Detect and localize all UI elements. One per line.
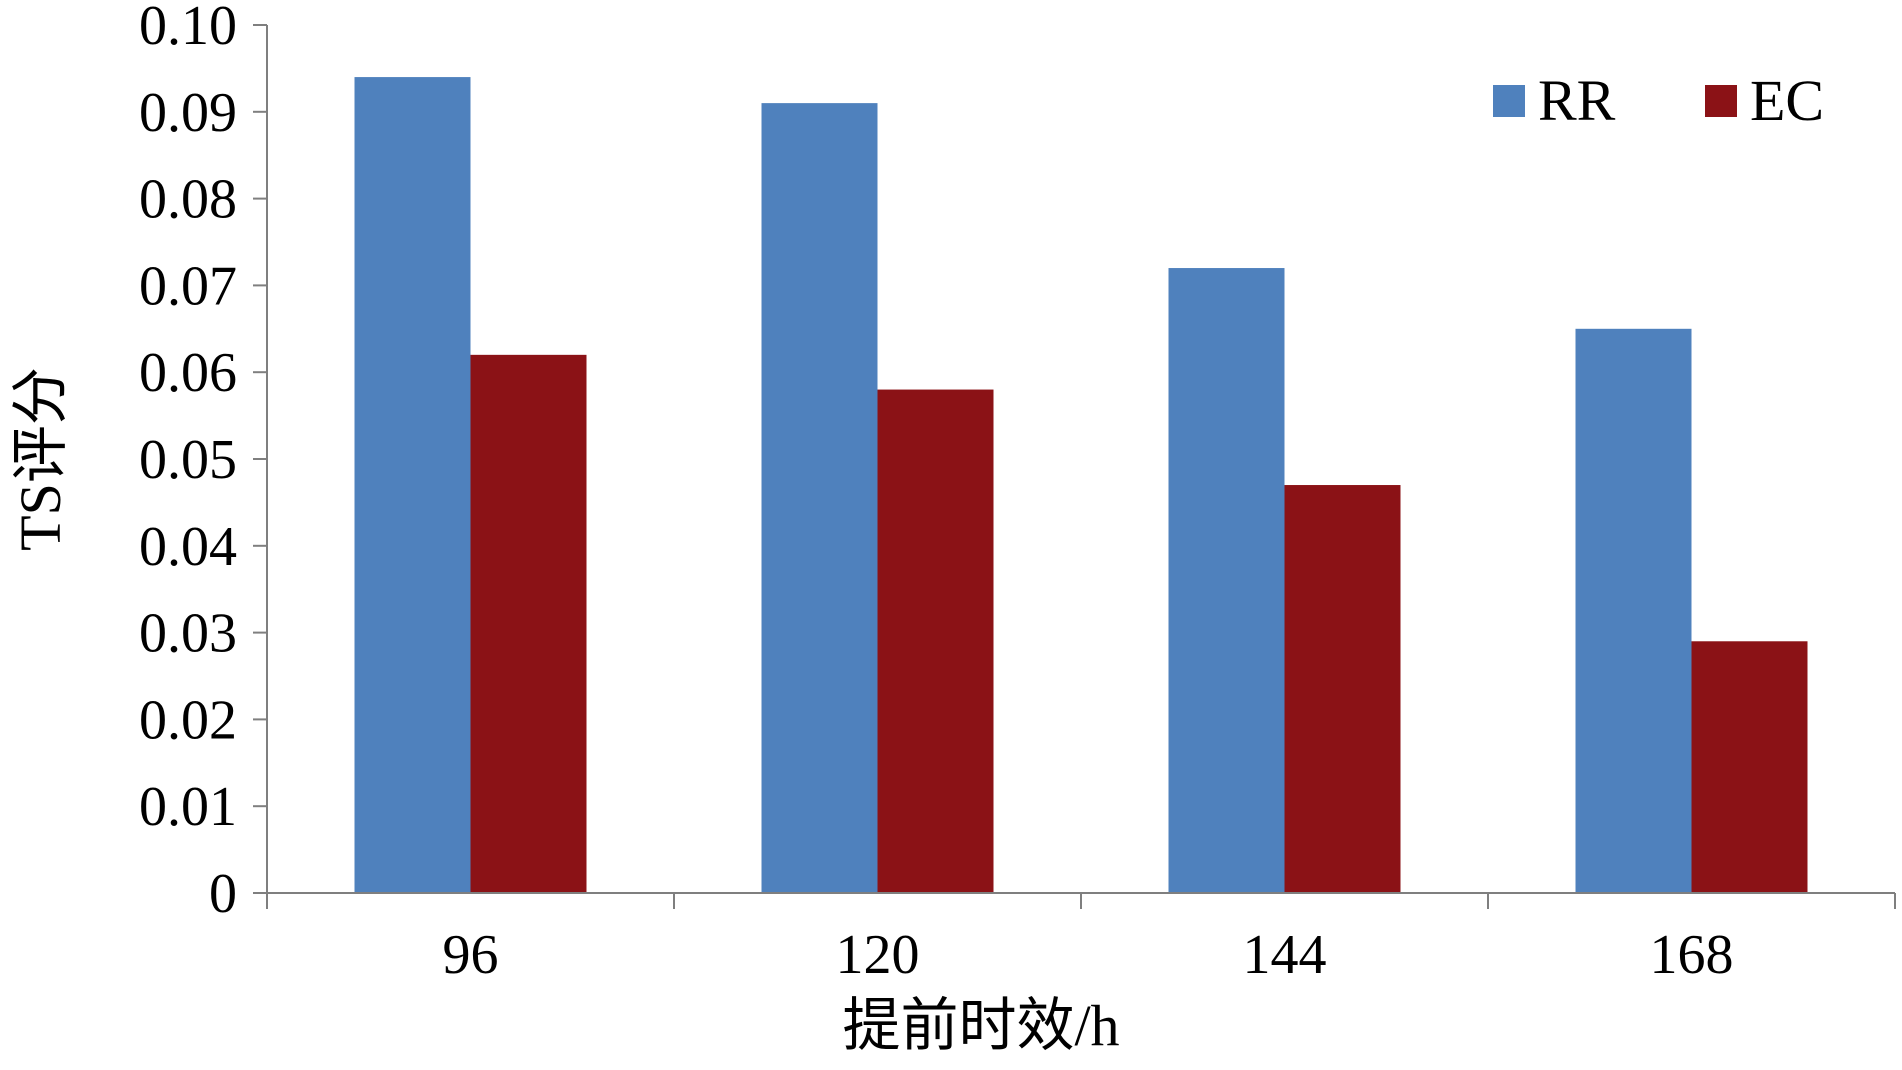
- y-tick-label: 0.01: [139, 776, 237, 838]
- bar-ec-96: [470, 354, 587, 894]
- y-axis-title: TS评分: [8, 367, 73, 551]
- y-tick-label: 0.10: [139, 0, 237, 57]
- legend-label-rr: RR: [1538, 68, 1616, 133]
- legend-label-ec: EC: [1750, 68, 1824, 133]
- legend-swatch-ec: [1705, 85, 1737, 117]
- legend-swatch-rr: [1493, 85, 1525, 117]
- x-tick-label: 168: [1650, 924, 1734, 986]
- x-tick-label: 96: [443, 924, 499, 986]
- y-tick-label: 0.06: [139, 342, 237, 404]
- y-tick-label: 0.08: [139, 169, 237, 231]
- bars-group: [354, 77, 1808, 894]
- bar-rr-96: [354, 77, 471, 893]
- bar-ec-144: [1284, 485, 1401, 893]
- bar-ec-120: [877, 389, 994, 893]
- y-tick-label: 0.07: [139, 255, 237, 317]
- y-tick-label: 0.03: [139, 603, 237, 665]
- bar-rr-144: [1168, 268, 1285, 893]
- x-tick-label: 144: [1243, 924, 1327, 986]
- x-tick-label: 120: [836, 924, 920, 986]
- y-axis-ticks: 0 0.01 0.02 0.03 0.04 0.05 0.06 0.07 0.08 0.09 0.1…: [139, 0, 267, 925]
- bar-rr-168: [1575, 328, 1692, 893]
- x-axis-ticks: 96 120 144 168: [266, 893, 1896, 986]
- bar-ec-168: [1691, 641, 1808, 893]
- y-tick-label: 0.09: [139, 82, 237, 144]
- x-axis-title: 提前时效/h: [842, 993, 1119, 1058]
- y-tick-label: 0.05: [139, 429, 237, 491]
- bar-rr-120: [761, 103, 878, 894]
- y-tick-label: 0: [209, 863, 237, 925]
- legend: RR EC: [1493, 68, 1824, 133]
- y-tick-label: 0.02: [139, 689, 237, 751]
- y-tick-label: 0.04: [139, 516, 237, 578]
